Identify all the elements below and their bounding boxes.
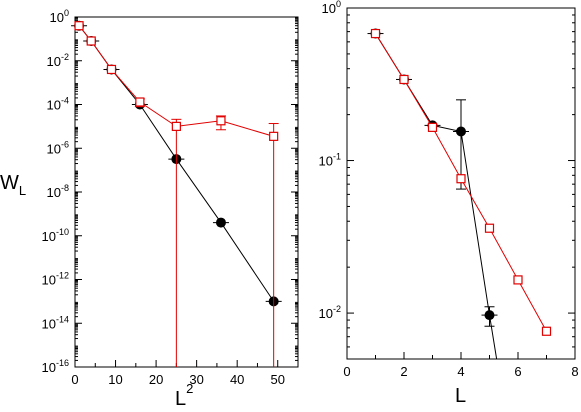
data-point (269, 131, 279, 141)
data-point (135, 97, 145, 107)
x-tick-label: 6 (514, 364, 521, 379)
series-line (375, 33, 498, 360)
data-point (216, 116, 226, 126)
data-point (541, 326, 552, 336)
right-xlabel: L (455, 385, 466, 407)
left-ylabel: WL (0, 172, 26, 198)
y-tick-label: 10-6 (47, 139, 69, 156)
x-tick-label: 50 (270, 372, 284, 387)
data-point (74, 21, 84, 31)
data-point (484, 223, 495, 233)
y-tick-label: 10-12 (42, 271, 69, 288)
left-ticks: 0 10 20 30 40 50 100 10-2 10-4 10-6 10-8 10-10 10-12… (42, 8, 298, 387)
data-point (513, 275, 523, 285)
x-tick-label: 40 (230, 372, 244, 387)
right-ticks: 0 2 4 6 8 100 10-1 10-2 (319, 0, 579, 379)
x-tick-label: 20 (149, 372, 163, 387)
data-point (484, 310, 495, 321)
data-point (399, 74, 409, 85)
y-tick-label: 100 (322, 0, 341, 16)
y-tick-label: 10-2 (319, 304, 341, 321)
left-data (71, 20, 282, 367)
data-point (106, 64, 117, 75)
y-tick-label: 10-1 (319, 152, 341, 169)
x-tick-label: 4 (457, 364, 464, 379)
y-tick-label: 10-14 (42, 314, 69, 331)
x-tick-label: 8 (571, 364, 578, 379)
left-panel: 0 10 20 30 40 50 100 10-2 10-4 10-6 10-8 10-10 10-12… (0, 8, 299, 410)
left-xlabel: L2 (175, 381, 193, 410)
data-point (86, 36, 96, 46)
y-tick-label: 10-8 (47, 183, 69, 200)
right-data (367, 28, 552, 360)
x-tick-label: 10 (108, 372, 122, 387)
y-tick-label: 10-4 (47, 96, 69, 113)
data-point (456, 126, 466, 137)
x-tick-label: 30 (189, 372, 203, 387)
data-point (215, 217, 226, 228)
x-tick-label: 0 (71, 372, 78, 387)
right-panel: 0 2 4 6 8 100 10-1 10-2 L (319, 0, 579, 407)
x-tick-label: 0 (343, 364, 350, 379)
y-tick-label: 10-16 (42, 358, 69, 375)
y-tick-label: 10-2 (47, 52, 69, 69)
data-point (427, 122, 438, 132)
x-tick-label: 2 (400, 364, 407, 379)
y-tick-label: 10-10 (42, 227, 69, 244)
y-tick-label: 100 (50, 8, 69, 25)
data-point (456, 174, 466, 184)
data-point (171, 121, 181, 131)
data-point (370, 28, 381, 39)
